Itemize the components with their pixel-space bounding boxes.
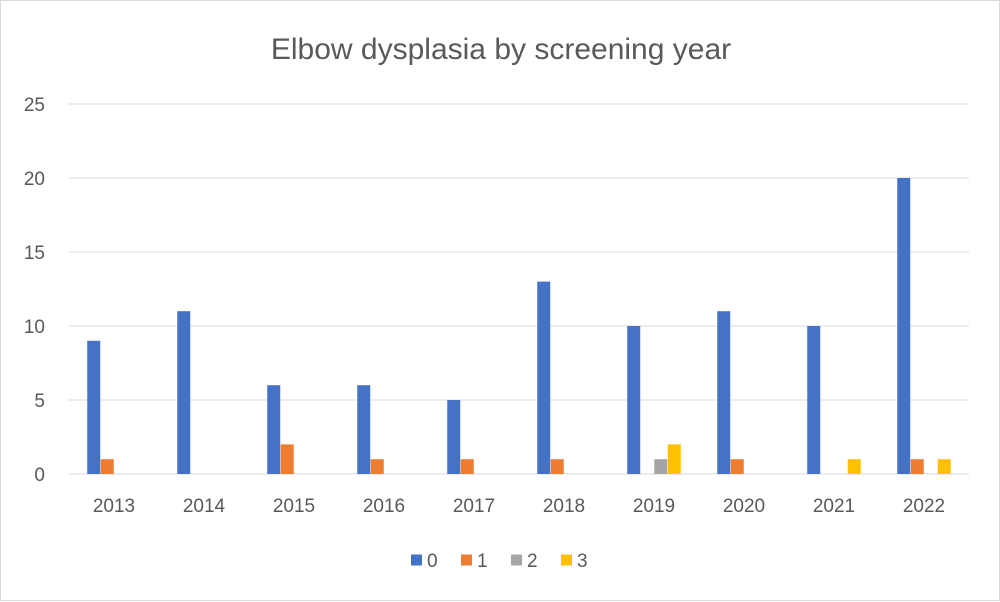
y-tick-label: 5 bbox=[34, 391, 45, 412]
legend-swatch-3 bbox=[561, 554, 572, 566]
bar-2019-series-3 bbox=[667, 444, 681, 474]
x-tick-label: 2013 bbox=[93, 496, 135, 517]
bar-2022-series-0 bbox=[897, 178, 911, 474]
bar-2022-series-3 bbox=[937, 459, 951, 474]
x-tick-label: 2015 bbox=[273, 496, 315, 517]
bar-2013-series-1 bbox=[100, 459, 114, 474]
gridlines bbox=[69, 103, 969, 475]
bar-2018-series-1 bbox=[550, 459, 564, 474]
legend-swatch-2 bbox=[511, 554, 522, 566]
bar-2015-series-1 bbox=[280, 444, 294, 474]
bar-2018-series-0 bbox=[537, 281, 551, 474]
bars bbox=[87, 178, 951, 474]
x-axis-ticks: 2013 2014 2015 2016 2017 2018 2019 2020 2021 2022 bbox=[93, 496, 945, 517]
x-tick-label: 2020 bbox=[723, 496, 765, 517]
legend: 0 1 2 3 bbox=[411, 551, 588, 572]
bar-2013-series-0 bbox=[87, 340, 101, 474]
chart-title: Elbow dysplasia by screening year bbox=[271, 33, 731, 66]
y-axis-ticks: 0 5 10 15 20 25 bbox=[24, 95, 45, 486]
bar-2021-series-0 bbox=[807, 326, 821, 474]
bar-2021-series-3 bbox=[847, 459, 861, 474]
legend-label: 3 bbox=[577, 551, 588, 572]
x-tick-label: 2019 bbox=[633, 496, 675, 517]
y-tick-label: 15 bbox=[24, 243, 45, 264]
bar-2019-series-2 bbox=[654, 459, 668, 474]
legend-label: 0 bbox=[427, 551, 438, 572]
y-tick-label: 10 bbox=[24, 317, 45, 338]
bar-2017-series-0 bbox=[447, 400, 461, 474]
x-tick-label: 2021 bbox=[813, 496, 855, 517]
x-tick-label: 2016 bbox=[363, 496, 405, 517]
y-tick-label: 25 bbox=[24, 95, 45, 116]
y-tick-label: 0 bbox=[34, 465, 45, 486]
bar-2016-series-0 bbox=[357, 385, 371, 474]
bar-2017-series-1 bbox=[460, 459, 474, 474]
bar-2022-series-1 bbox=[910, 459, 924, 474]
legend-swatch-0 bbox=[411, 554, 422, 566]
x-tick-label: 2014 bbox=[183, 496, 226, 517]
bar-2020-series-0 bbox=[717, 311, 731, 474]
bar-2020-series-1 bbox=[730, 459, 744, 474]
legend-label: 2 bbox=[527, 551, 538, 572]
bar-2016-series-1 bbox=[370, 459, 384, 474]
y-tick-label: 20 bbox=[24, 169, 45, 190]
legend-label: 1 bbox=[477, 551, 488, 572]
x-tick-label: 2022 bbox=[903, 496, 945, 517]
x-tick-label: 2017 bbox=[453, 496, 495, 517]
bar-2014-series-0 bbox=[177, 311, 191, 474]
x-tick-label: 2018 bbox=[543, 496, 585, 517]
bar-2019-series-0 bbox=[627, 326, 641, 474]
bar-2015-series-0 bbox=[267, 385, 281, 474]
legend-swatch-1 bbox=[461, 554, 472, 566]
